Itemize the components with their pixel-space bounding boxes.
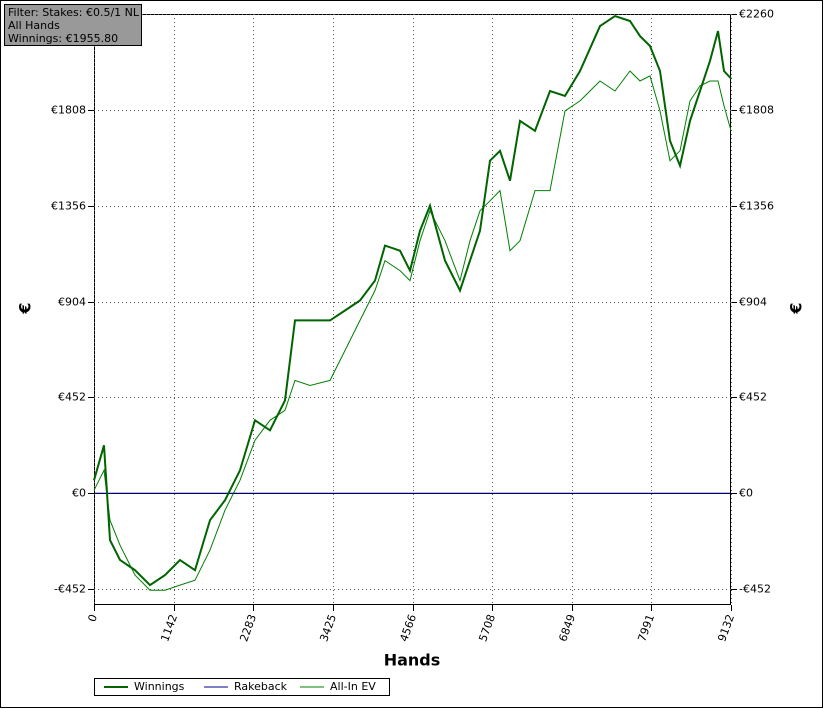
series-line bbox=[93, 70, 732, 591]
x-tick-label: 0 bbox=[86, 613, 101, 624]
info-line: Winnings: €1955.80 bbox=[8, 32, 118, 45]
y2-tick-label: €1808 bbox=[739, 104, 774, 117]
info-line: Filter: Stakes: €0.5/1 NL bbox=[8, 6, 140, 19]
legend-items: Winnings Rakeback All-In EV bbox=[104, 680, 376, 693]
y-tick-label: €0 bbox=[72, 487, 86, 500]
y2-tick-label: -€452 bbox=[739, 583, 771, 596]
x-axis-label: Hands bbox=[384, 651, 441, 670]
legend bbox=[94, 678, 390, 696]
info-line: All Hands bbox=[8, 19, 60, 32]
y-tick-label: €904 bbox=[58, 296, 86, 309]
y-tick-label: €452 bbox=[58, 391, 86, 404]
y2-tick-label: €904 bbox=[739, 296, 767, 309]
lines bbox=[93, 14, 732, 591]
y2-tick-label: €0 bbox=[739, 487, 753, 500]
y-tick-label: -€452 bbox=[54, 583, 86, 596]
info-box bbox=[4, 4, 142, 46]
y-tick-label: €1808 bbox=[51, 104, 86, 117]
legend-label: Rakeback bbox=[234, 680, 288, 693]
y2-tick-label: €452 bbox=[739, 391, 767, 404]
legend-label: Winnings bbox=[134, 680, 185, 693]
legend-label: All-In EV bbox=[330, 680, 376, 693]
series-line bbox=[93, 14, 732, 587]
y-tick-label: €1356 bbox=[51, 200, 86, 213]
y2-tick-label: €2260 bbox=[739, 8, 774, 21]
y-axis-label: € bbox=[16, 302, 35, 314]
y2-axis-label: € bbox=[787, 302, 806, 314]
plot-area bbox=[94, 14, 731, 605]
y2-tick-label: €1356 bbox=[739, 200, 774, 213]
